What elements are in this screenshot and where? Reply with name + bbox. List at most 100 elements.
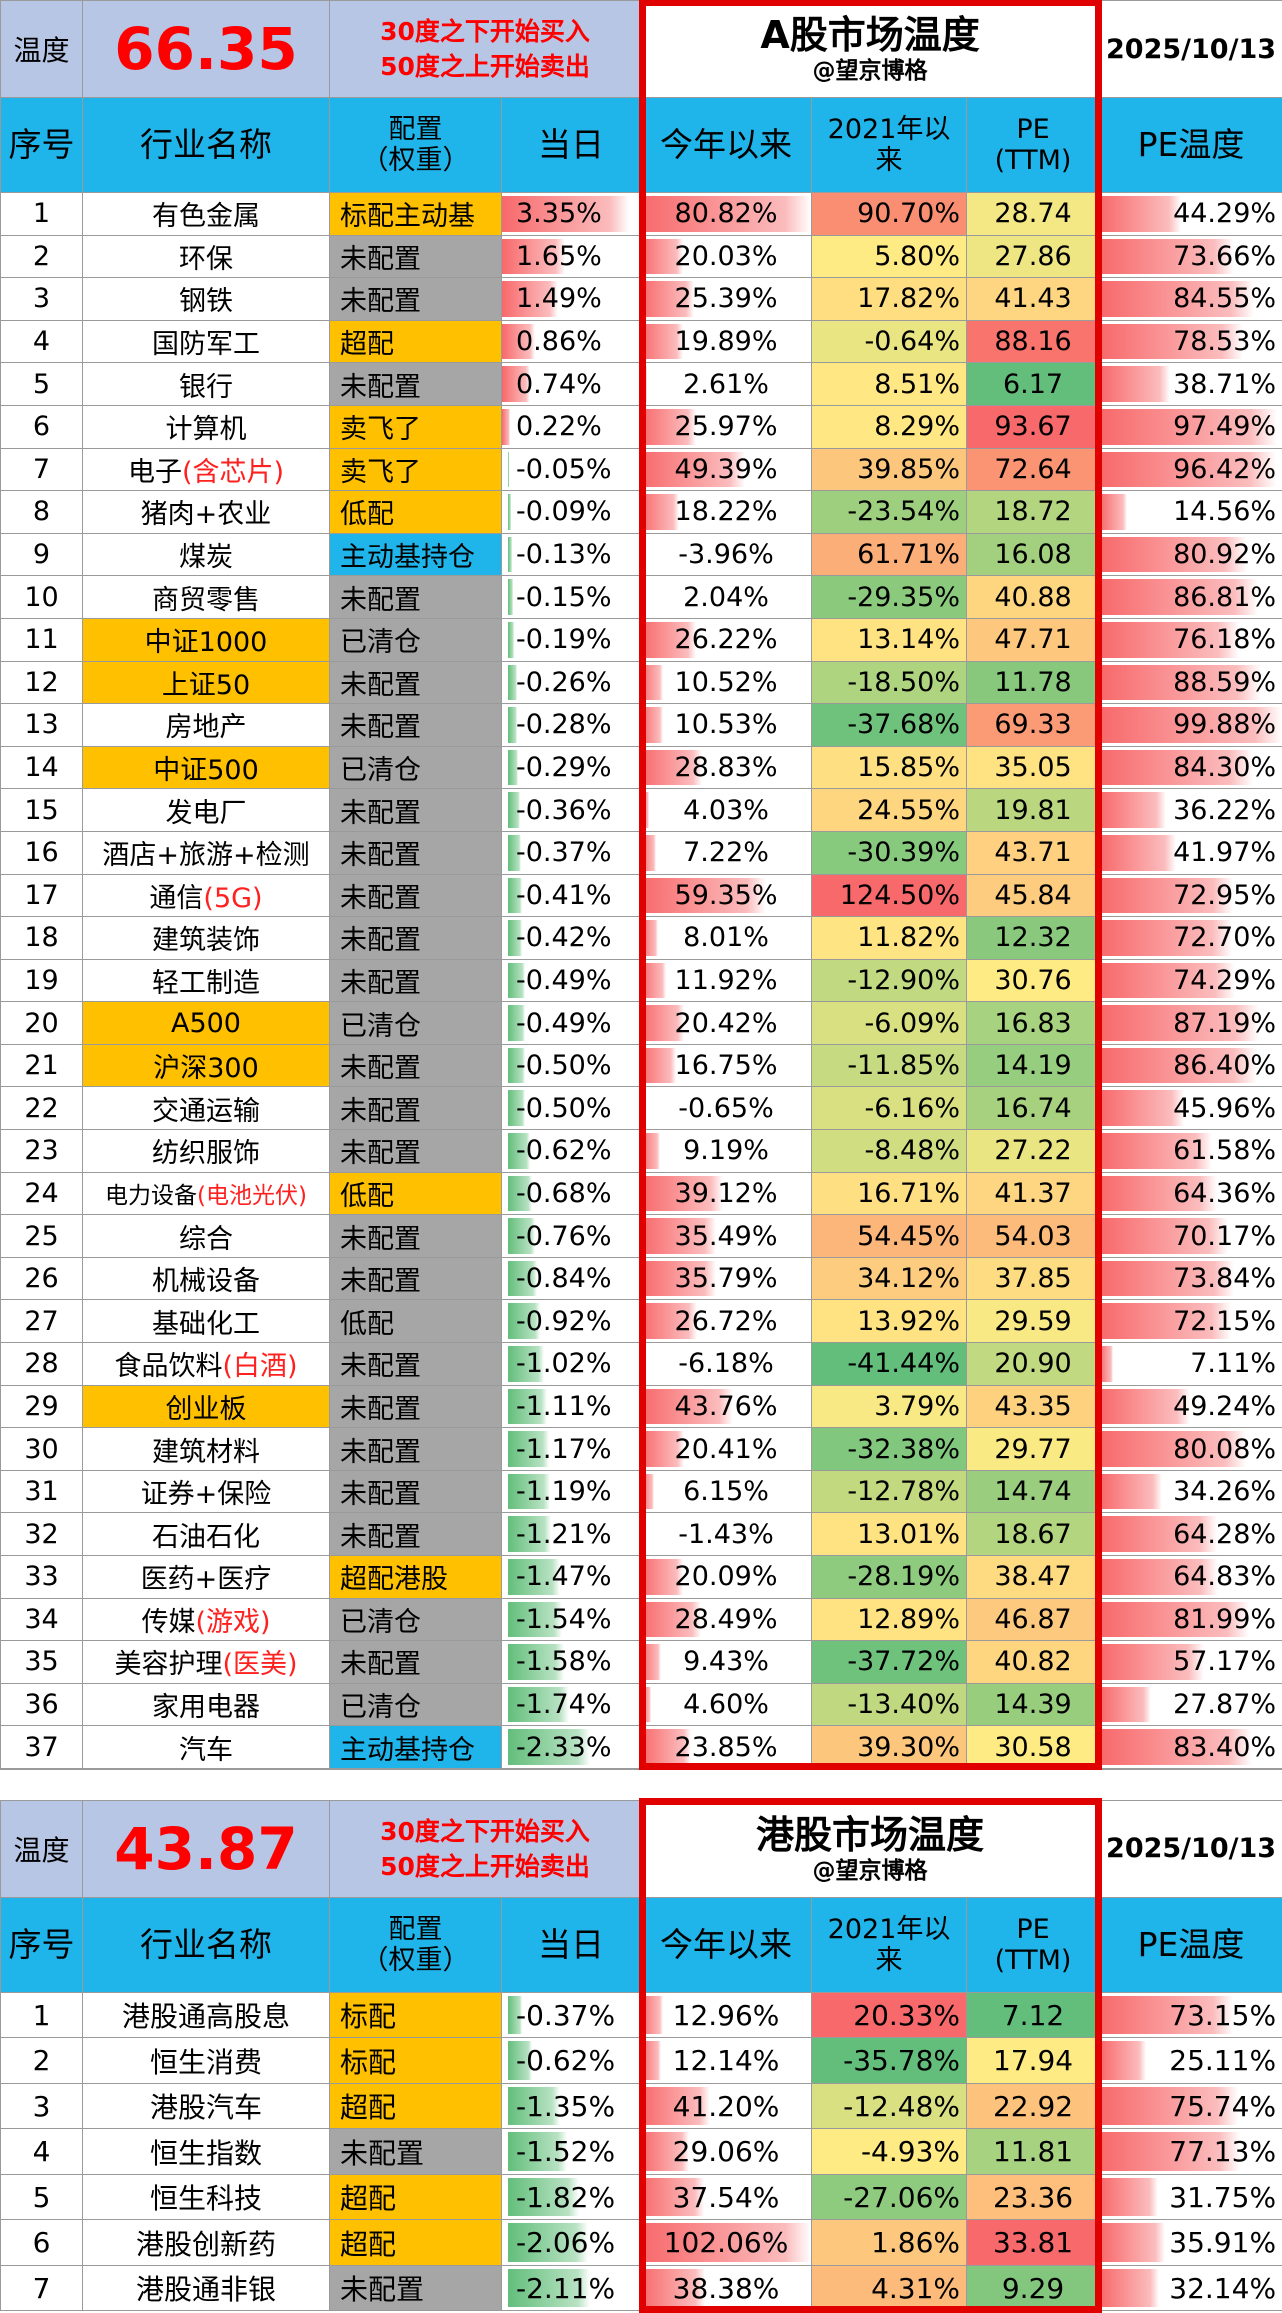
pe-temperature-value: 64.83% [1173, 1561, 1276, 1592]
row-ytd-change: 16.75% [641, 1044, 812, 1087]
row-pe-temperature: 73.15% [1100, 1992, 1282, 2038]
row-pe-ttm: 46.87 [967, 1598, 1100, 1641]
industry-label: 酒店+旅游+检测 [102, 840, 309, 871]
row-config: 未配置 [330, 278, 502, 321]
industry-label: 港股汽车 [150, 2091, 262, 2124]
ytd-value: 28.49% [675, 1604, 778, 1635]
pe-temperature-bar [1100, 196, 1181, 232]
row-ytd-change: 25.97% [641, 405, 812, 448]
row-ytd-change: 18.22% [641, 491, 812, 534]
row-day-change: -0.50% [502, 1044, 641, 1087]
row-pe-ttm: 27.22 [967, 1130, 1100, 1173]
industry-label: 中证1000 [145, 627, 268, 658]
row-pe-temperature: 83.40% [1100, 1726, 1282, 1769]
row-industry-name: 恒生科技 [83, 2174, 330, 2220]
row-ytd-change: -1.43% [641, 1513, 812, 1556]
day-change-value: -2.33% [516, 1732, 612, 1763]
row-seq: 2 [1, 2038, 83, 2084]
ytd-bar [641, 1048, 676, 1084]
row-ytd-change: 9.19% [641, 1130, 812, 1173]
day-change-value: -0.76% [516, 1221, 612, 1252]
ytd-value: 43.76% [675, 1391, 778, 1422]
row-seq: 36 [1, 1683, 83, 1726]
industry-label: 机械设备 [152, 1266, 260, 1297]
industry-label: 港股创新药 [136, 2228, 276, 2261]
row-pe-temperature: 49.24% [1100, 1385, 1282, 1428]
row-since-2021: -11.85% [812, 1044, 967, 1087]
ytd-value: 26.72% [675, 1306, 778, 1337]
day-change-value: -0.36% [516, 795, 612, 826]
row-industry-name: 猪肉+农业 [83, 491, 330, 534]
day-change-value: -1.54% [516, 1604, 612, 1635]
row-day-change: 0.22% [502, 405, 641, 448]
row-ytd-change: 8.01% [641, 917, 812, 960]
row-pe-ttm: 9.29 [967, 2265, 1100, 2311]
row-ytd-change: 43.76% [641, 1385, 812, 1428]
day-change-value: -0.28% [516, 709, 612, 740]
industry-note: (游戏) [195, 1607, 270, 1638]
ytd-value: 26.22% [675, 624, 778, 655]
industry-note: (含芯片) [182, 457, 284, 488]
ytd-value: 10.53% [675, 709, 778, 740]
ytd-value: 9.43% [683, 1646, 769, 1677]
row-industry-name: 传媒(游戏) [83, 1598, 330, 1641]
ytd-value: 49.39% [675, 454, 778, 485]
row-seq: 34 [1, 1598, 83, 1641]
row-day-change: -0.36% [502, 789, 641, 832]
row-pe-temperature: 25.11% [1100, 2038, 1282, 2084]
pe-temperature-value: 57.17% [1173, 1646, 1276, 1677]
row-seq: 33 [1, 1556, 83, 1599]
day-change-value: -1.19% [516, 1476, 612, 1507]
row-config: 主动基持仓 [330, 1726, 502, 1769]
pe-temperature-bar [1100, 494, 1126, 530]
row-config: 未配置 [330, 1130, 502, 1173]
row-day-change: -0.50% [502, 1087, 641, 1130]
ytd-value: 37.54% [673, 2181, 780, 2214]
row-config: 标配主动基 [330, 193, 502, 236]
row-pe-temperature: 38.71% [1100, 363, 1282, 406]
row-day-change: -0.68% [502, 1172, 641, 1215]
row-ytd-change: 2.61% [641, 363, 812, 406]
pe-temperature-value: 84.30% [1173, 752, 1276, 783]
ytd-value: 7.22% [683, 837, 769, 868]
row-industry-name: 电力设备(电池光伏) [83, 1172, 330, 1215]
row-seq: 11 [1, 618, 83, 661]
ytd-value: 41.20% [673, 2090, 780, 2123]
row-pe-temperature: 73.66% [1100, 235, 1282, 278]
row-config: 未配置 [330, 1385, 502, 1428]
row-day-change: -1.82% [502, 2174, 641, 2220]
row-since-2021: -4.93% [812, 2129, 967, 2175]
row-pe-temperature: 76.18% [1100, 618, 1282, 661]
row-industry-name: 酒店+旅游+检测 [83, 831, 330, 874]
a-share-temperature-value: 66.35 [83, 1, 330, 98]
industry-note: (5G) [203, 883, 262, 914]
row-pe-ttm: 20.90 [967, 1343, 1100, 1386]
row-day-change: -2.33% [502, 1726, 641, 1769]
day-change-value: -1.58% [516, 1646, 612, 1677]
row-pe-temperature: 80.92% [1100, 533, 1282, 576]
industry-label: 国防军工 [152, 329, 260, 360]
ytd-bar [641, 1644, 661, 1680]
row-pe-temperature: 97.49% [1100, 405, 1282, 448]
ytd-value: -0.65% [678, 1093, 774, 1124]
ytd-bar [641, 1474, 654, 1510]
day-change-bar [508, 452, 510, 488]
row-config: 未配置 [330, 1641, 502, 1684]
pe-temperature-value: 31.75% [1169, 2181, 1276, 2214]
row-ytd-change: 28.49% [641, 1598, 812, 1641]
row-pe-ttm: 17.94 [967, 2038, 1100, 2084]
row-config: 未配置 [330, 2265, 502, 2311]
row-seq: 4 [1, 2129, 83, 2175]
industry-label: 计算机 [166, 414, 247, 445]
temperature-label: 温度 [1, 1800, 83, 1897]
row-since-2021: 90.70% [812, 193, 967, 236]
row-industry-name: 房地产 [83, 704, 330, 747]
row-ytd-change: -0.65% [641, 1087, 812, 1130]
